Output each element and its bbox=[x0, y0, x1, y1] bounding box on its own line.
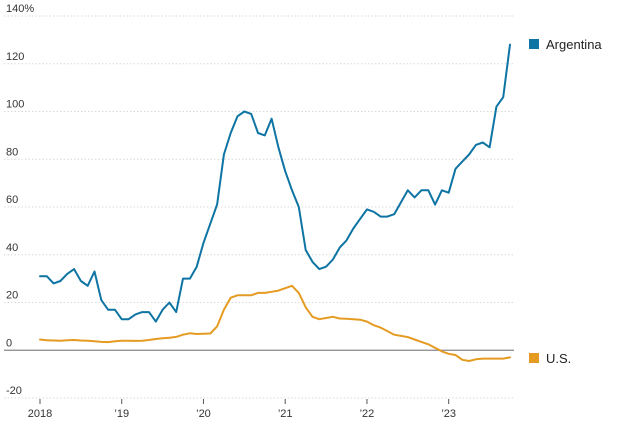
legend-label: Argentina bbox=[546, 37, 602, 52]
y-tick-label: 120 bbox=[6, 51, 24, 63]
y-tick-label: 20 bbox=[6, 290, 18, 302]
x-tick-label: ’22 bbox=[360, 408, 375, 420]
y-tick-label: 0 bbox=[6, 337, 12, 349]
y-tick-label: 80 bbox=[6, 146, 18, 158]
legend: Argentina U.S. bbox=[529, 37, 602, 366]
y-tick-label: 100 bbox=[6, 99, 24, 111]
y-tick-label: 40 bbox=[6, 242, 18, 254]
x-tick-label: ’21 bbox=[278, 408, 293, 420]
x-tick-label: 2018 bbox=[28, 408, 52, 420]
y-tick-label: 140% bbox=[6, 3, 34, 15]
legend-swatch bbox=[529, 353, 539, 363]
legend-label: U.S. bbox=[546, 351, 571, 366]
legend-swatch bbox=[529, 39, 539, 49]
series-lines bbox=[39, 43, 511, 362]
series-line-0 bbox=[39, 43, 511, 323]
x-tick-label: ’23 bbox=[441, 408, 456, 420]
y-tick-label: 60 bbox=[6, 194, 18, 206]
series-line-1 bbox=[39, 284, 511, 362]
grid-lines bbox=[4, 15, 514, 399]
y-axis-ticks: 140% 120 100 80 60 40 20 0 -20 bbox=[6, 3, 34, 397]
y-tick-label: -20 bbox=[6, 385, 22, 397]
x-tick-label: ’20 bbox=[196, 408, 211, 420]
x-tick-label: ’19 bbox=[114, 408, 129, 420]
x-axis-ticks: 2018 ’19 ’20 ’21 ’22 ’23 bbox=[28, 399, 456, 420]
